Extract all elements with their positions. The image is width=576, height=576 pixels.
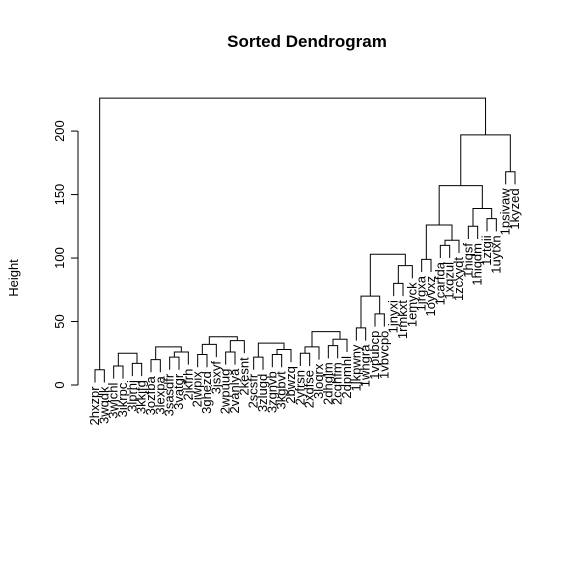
dendrogram-branch xyxy=(472,208,493,227)
dendrogram-branch xyxy=(505,171,516,185)
leaf-label: 2yfrsn xyxy=(292,370,307,405)
leaf-label: 3zgnvb xyxy=(264,371,279,413)
dendrogram-branch xyxy=(444,239,460,253)
dendrogram-branch xyxy=(173,351,189,365)
leaf-label: 2vanlya xyxy=(227,368,242,414)
leaf-label: 1jnyxi xyxy=(386,300,401,333)
leaf-label: 2dhglm xyxy=(320,362,335,405)
leaf-label: 2bwzq xyxy=(283,366,298,404)
leaf-labels: 2hxzpr3wqdk3wjchl3ikrpc3lprhj3kkjfg3ozfb… xyxy=(87,188,522,426)
leaf-label: 2iwpix xyxy=(190,371,205,408)
y-tick-label: 50 xyxy=(52,314,67,328)
dendrogram-branch xyxy=(276,348,292,363)
dendrogram-branch xyxy=(425,224,453,260)
leaf-label: 3lprhj xyxy=(124,380,139,412)
dendrogram-branch xyxy=(117,352,138,366)
leaf-label: 3kkjfg xyxy=(134,380,149,414)
dendrogram-branch xyxy=(169,356,180,370)
dendrogram-branch xyxy=(393,282,404,297)
dendrogram-branch xyxy=(229,340,245,354)
y-axis-label: Height xyxy=(6,259,21,297)
dendrogram-branch xyxy=(439,244,451,259)
dendrogram-branch xyxy=(113,365,124,379)
leaf-label: 1ztgii xyxy=(479,235,494,265)
dendrogram-branch xyxy=(374,313,385,327)
leaf-label: 3lexpa xyxy=(152,376,167,415)
dendrogram-branch xyxy=(355,327,367,341)
dendrogram-branch xyxy=(201,343,217,358)
dendrogram-branch xyxy=(311,331,341,347)
leaf-label: 1rmkxt xyxy=(395,300,410,339)
dendrogram-branch xyxy=(257,342,285,358)
leaf-label: 1oyvxz xyxy=(423,276,438,316)
dendrogram-branch xyxy=(208,336,238,345)
leaf-label: 1jkpwny xyxy=(348,344,363,391)
dendrogram-branch xyxy=(369,253,406,297)
dendrogram-branch xyxy=(253,356,264,370)
leaf-label: 1hiqdm xyxy=(470,243,485,286)
leaf-label: 3vatgr xyxy=(171,373,186,410)
dendrogram-branch xyxy=(486,218,497,232)
leaf-label: 2dpmhl xyxy=(339,356,354,399)
leaf-label: 2xdfse xyxy=(302,370,317,408)
dendrogram-branch xyxy=(131,362,143,377)
leaf-label: 3loqrx xyxy=(311,363,326,399)
dendrogram-branch xyxy=(397,265,413,284)
y-tick-label: 0 xyxy=(52,381,67,388)
dendrogram-branch xyxy=(99,97,487,370)
leaf-label: 2jkfrh xyxy=(180,369,195,401)
leaf-label: 3wjchl xyxy=(106,383,121,419)
dendrogram-branch xyxy=(360,295,381,328)
dendrogram-branch xyxy=(438,185,483,226)
leaf-label: 1hiqsf xyxy=(460,243,475,278)
leaf-label: 1zcxydt xyxy=(451,257,466,301)
dendrogram-branch xyxy=(197,354,208,368)
leaf-label: 1vpubcp xyxy=(367,331,382,380)
dendrogram-branch xyxy=(467,225,479,239)
dendrogram-branch xyxy=(421,258,432,273)
leaf-label: 1kyzed xyxy=(507,188,522,229)
leaf-label: 2wpuug xyxy=(218,369,233,415)
dendrogram-branch xyxy=(271,354,283,368)
leaf-label: 1carfda xyxy=(432,261,447,305)
leaf-label: 3wqdk xyxy=(96,386,111,424)
leaf-label: 3sasdfr xyxy=(162,373,177,416)
leaf-label: 3ikrpc xyxy=(115,382,130,417)
leaf-label: 3zlugd xyxy=(255,374,270,412)
leaf-label: 1psivaw xyxy=(498,188,513,236)
dendrogram-branch xyxy=(332,338,348,352)
y-tick-label: 150 xyxy=(52,184,67,206)
leaf-label: 1whgra xyxy=(358,344,373,387)
leaf-label: 1emyck xyxy=(404,282,419,327)
leaf-label: 3ozfba xyxy=(143,376,158,416)
leaf-label: 1jrgxa xyxy=(414,275,429,311)
dendrogram-branch xyxy=(225,351,236,365)
dendrogram-branch xyxy=(327,345,339,359)
chart-title: Sorted Dendrogram xyxy=(227,32,387,51)
leaf-label: 1uytxn xyxy=(488,235,503,273)
dendrogram-branch xyxy=(299,352,311,366)
leaf-label: 2cqhfm xyxy=(330,362,345,405)
leaf-label: 2scsfr xyxy=(246,373,261,408)
leaf-label: 1xqzul xyxy=(442,262,457,300)
dendrogram-branch xyxy=(150,359,161,373)
leaf-label: 1vbvcpo xyxy=(376,331,391,379)
leaf-label: 2hxzpr xyxy=(87,386,102,426)
dendrogram-branch xyxy=(155,346,182,360)
dendrogram-branch xyxy=(94,369,105,383)
y-axis: 0 50 100 150 200 xyxy=(52,120,79,389)
leaf-label: 3kgbvt xyxy=(274,371,289,410)
leaf-label: 3jsxyf xyxy=(208,361,223,395)
leaf-label: 3ghezd xyxy=(199,371,214,414)
dendrogram-branches xyxy=(94,97,516,383)
dendrogram-branch xyxy=(460,134,511,186)
y-tick-label: 200 xyxy=(52,120,67,142)
leaf-label: 2kesnt xyxy=(236,357,251,396)
y-tick-label: 100 xyxy=(52,247,67,269)
